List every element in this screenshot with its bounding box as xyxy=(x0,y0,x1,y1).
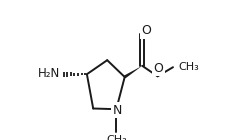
Text: H₂N: H₂N xyxy=(38,67,61,80)
Text: CH₃: CH₃ xyxy=(106,135,127,140)
Text: N: N xyxy=(113,104,122,117)
Text: O: O xyxy=(142,24,151,37)
Polygon shape xyxy=(124,66,142,78)
Text: CH₃: CH₃ xyxy=(179,62,199,72)
Text: O: O xyxy=(153,62,163,75)
